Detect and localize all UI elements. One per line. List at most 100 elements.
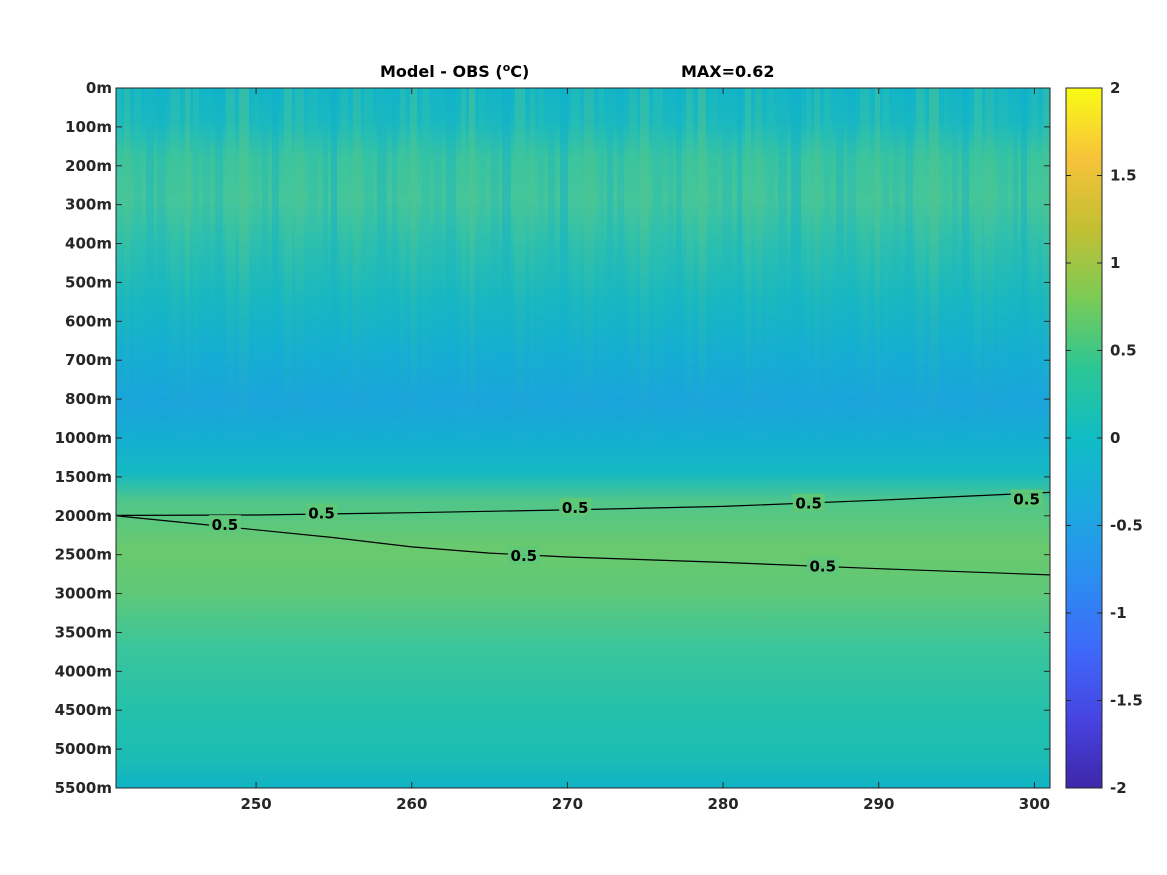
stripe bbox=[722, 88, 732, 448]
contour-label: 0.5 bbox=[1013, 490, 1040, 508]
colorbar-tick-label: -2 bbox=[1110, 779, 1127, 797]
x-tick-label: 250 bbox=[240, 795, 271, 813]
stripe bbox=[905, 88, 913, 448]
x-tick-label: 260 bbox=[396, 795, 427, 813]
contour-label: 0.5 bbox=[212, 516, 239, 534]
contour-label-bg bbox=[305, 503, 338, 522]
colorbar-tick-label: 0.5 bbox=[1110, 342, 1137, 360]
colorbar-tick-label: 0 bbox=[1110, 429, 1120, 447]
contour-labels: 0.5 0.5 0.5 0.5 0.5 0.5 0.5 bbox=[208, 489, 1043, 575]
contour-label-bg bbox=[792, 493, 825, 512]
stripe bbox=[185, 88, 190, 448]
stripe bbox=[134, 88, 141, 448]
colorbar-ticks: 2 1.5 1 0.5 0 -0.5 -1 -1.5 -2 bbox=[1066, 79, 1143, 797]
stripe bbox=[814, 88, 820, 448]
x-tick-label: 300 bbox=[1019, 795, 1050, 813]
y-tick-label: 600m bbox=[65, 312, 112, 330]
stripe bbox=[170, 88, 180, 448]
stripe bbox=[998, 88, 1008, 448]
contour-label-bg bbox=[507, 546, 540, 565]
y-tick-label: 100m bbox=[65, 118, 112, 136]
stripe bbox=[985, 88, 994, 448]
stripe bbox=[653, 88, 663, 448]
stripe bbox=[767, 88, 775, 448]
stripe bbox=[461, 88, 466, 448]
stripe bbox=[1031, 88, 1038, 448]
stripe bbox=[860, 88, 870, 448]
y-tick-label: 2000m bbox=[55, 507, 112, 525]
stripe bbox=[745, 88, 751, 448]
stripe bbox=[617, 88, 624, 448]
stripe bbox=[962, 88, 969, 448]
contour-label-bg bbox=[1010, 489, 1043, 508]
stripe bbox=[883, 88, 889, 448]
stripe bbox=[254, 88, 259, 448]
stripe bbox=[778, 88, 787, 448]
stripe bbox=[502, 88, 511, 448]
stripe bbox=[446, 88, 456, 448]
stripe bbox=[284, 88, 292, 448]
colorbar-tick-label: 1 bbox=[1110, 254, 1120, 272]
colorbar-tick-label: -1 bbox=[1110, 604, 1127, 622]
stripe bbox=[875, 88, 880, 448]
stripe bbox=[686, 88, 693, 448]
stripe bbox=[709, 88, 718, 448]
y-tick-label: 500m bbox=[65, 273, 112, 291]
stripe bbox=[806, 88, 811, 448]
plot-area: 0.5 0.5 0.5 0.5 0.5 0.5 0.5 bbox=[115, 87, 1051, 789]
stripe bbox=[944, 88, 949, 448]
y-tick-label: 3500m bbox=[55, 623, 112, 641]
colorbar-tick-label: 1.5 bbox=[1110, 167, 1137, 185]
stripe bbox=[203, 88, 210, 448]
stripe bbox=[146, 88, 154, 448]
stripe bbox=[1021, 88, 1027, 448]
stripe bbox=[331, 88, 337, 448]
stripe bbox=[571, 88, 580, 448]
stripe bbox=[422, 88, 430, 448]
stripe bbox=[530, 88, 535, 448]
stripe bbox=[607, 88, 613, 448]
contour-label: 0.5 bbox=[562, 499, 589, 517]
stripe bbox=[952, 88, 958, 448]
y-tick-label: 400m bbox=[65, 235, 112, 253]
y-tick-label: 800m bbox=[65, 390, 112, 408]
stripe bbox=[377, 88, 387, 448]
stripe bbox=[469, 88, 475, 448]
stripe bbox=[410, 88, 417, 448]
y-tick-label: 3000m bbox=[55, 585, 112, 603]
y-tick-label: 4000m bbox=[55, 662, 112, 680]
stripe bbox=[272, 88, 279, 448]
x-tick-label: 280 bbox=[707, 795, 738, 813]
stripe bbox=[116, 88, 121, 448]
stripe bbox=[157, 88, 166, 448]
colorbar-tick-label: -0.5 bbox=[1110, 517, 1143, 535]
x-tick-label: 270 bbox=[552, 795, 583, 813]
stripe bbox=[629, 88, 637, 448]
stripe bbox=[364, 88, 373, 448]
stripe bbox=[737, 88, 742, 448]
stripe bbox=[1043, 88, 1050, 448]
y-tick-label: 5000m bbox=[55, 740, 112, 758]
stripe bbox=[836, 88, 844, 448]
stripe bbox=[215, 88, 223, 448]
x-tick-label: 290 bbox=[863, 795, 894, 813]
vertical-stripes bbox=[116, 88, 1050, 448]
stripe bbox=[599, 88, 604, 448]
y-tick-label: 4500m bbox=[55, 701, 112, 719]
stripe bbox=[548, 88, 555, 448]
stripe bbox=[584, 88, 594, 448]
stripe bbox=[353, 88, 361, 448]
y-axis: 0m 100m 200m 300m 400m 500m 600m 700m 800m 1000m 1… bbox=[55, 79, 1050, 797]
stripe bbox=[791, 88, 801, 448]
colorbar-gradient bbox=[1065, 87, 1103, 789]
stripe bbox=[974, 88, 982, 448]
stripe bbox=[295, 88, 304, 448]
stripe bbox=[341, 88, 348, 448]
stripe bbox=[433, 88, 442, 448]
stripe bbox=[676, 88, 682, 448]
stripe bbox=[400, 88, 406, 448]
y-tick-label: 2500m bbox=[55, 546, 112, 564]
stripe bbox=[479, 88, 486, 448]
colorbar-tick-label: -1.5 bbox=[1110, 692, 1143, 710]
